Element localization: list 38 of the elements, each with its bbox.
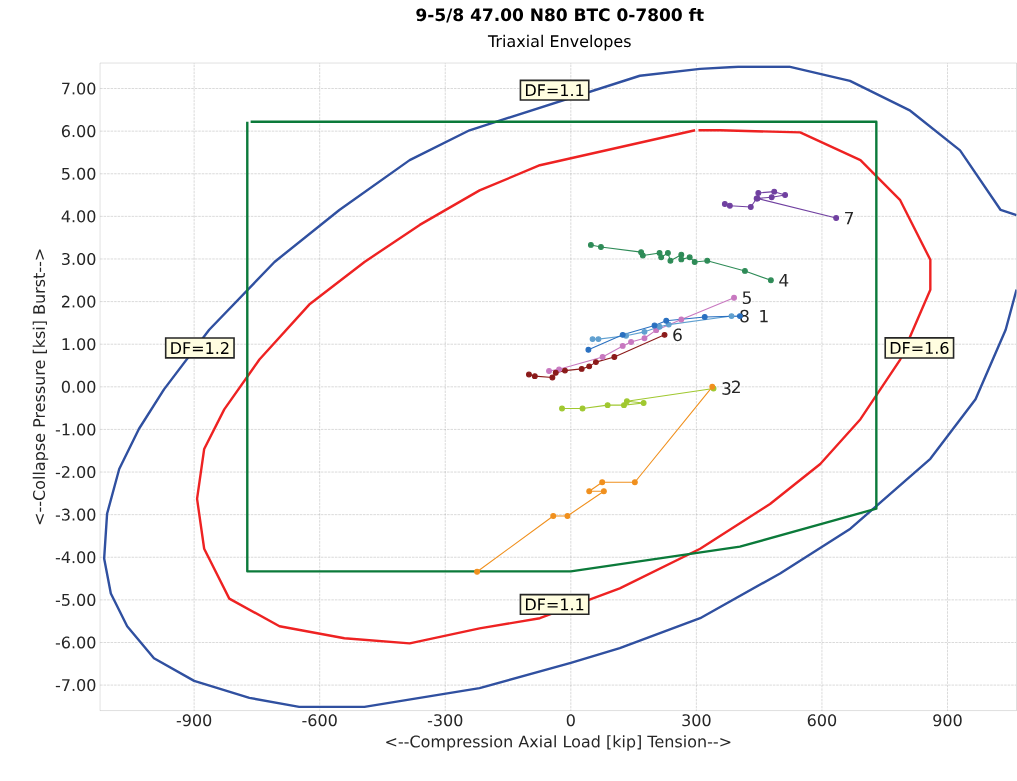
x-tick-label: -600 [302,714,337,727]
y-tick-label: -2.00 [55,466,96,479]
y-tick-label: -5.00 [55,594,96,607]
y-tick-label: -3.00 [55,508,96,521]
y-tick-label: -4.00 [55,551,96,564]
chart-subtitle: Triaxial Envelopes [487,34,631,51]
series-label: 7 [845,212,854,225]
y-tick-label: 2.00 [62,295,96,308]
x-tick-label: 900 [933,714,962,727]
y-tick-label: 0.00 [61,380,96,394]
series-label: 4 [779,274,789,287]
y-tick-label: -6.00 [55,636,96,649]
series-label: 1 [760,310,768,323]
x-tick-label: 300 [682,714,711,727]
chart-title: 9-5/8 47.00 N80 BTC 0-7800 ft [416,8,704,23]
x-tick-label: -300 [427,714,463,727]
y-tick-label: 4.00 [61,210,96,223]
annotation: DF=1.6 [890,342,949,355]
annotation: DF=1.2 [171,342,229,355]
y-tick-label: 7.00 [62,82,96,95]
annotation: DF=1.1 [525,84,584,97]
y-tick-label: 3.00 [62,253,96,266]
x-tick-label: -900 [176,714,212,727]
series-label: 5 [742,291,751,305]
y-tick-label: -1.00 [55,423,96,436]
y-axis-title: <--Collapse Pressure [ksi] Burst--> [32,249,49,525]
series-label: 6 [673,328,682,342]
y-tick-label: 6.00 [61,125,96,138]
y-tick-label: 1.00 [62,338,96,351]
series-label: 2 [732,380,740,394]
y-tick-label: -7.00 [55,679,96,692]
x-axis-title: <--Compression Axial Load [kip] Tension--> [386,735,731,751]
annotation: DF=1.1 [525,598,584,611]
series-label: 3 [722,382,731,396]
x-tick-label: 600 [807,714,837,727]
x-tick-label: 0 [566,714,575,727]
series-label: 8 [740,309,749,323]
y-tick-label: 5.00 [62,167,96,180]
